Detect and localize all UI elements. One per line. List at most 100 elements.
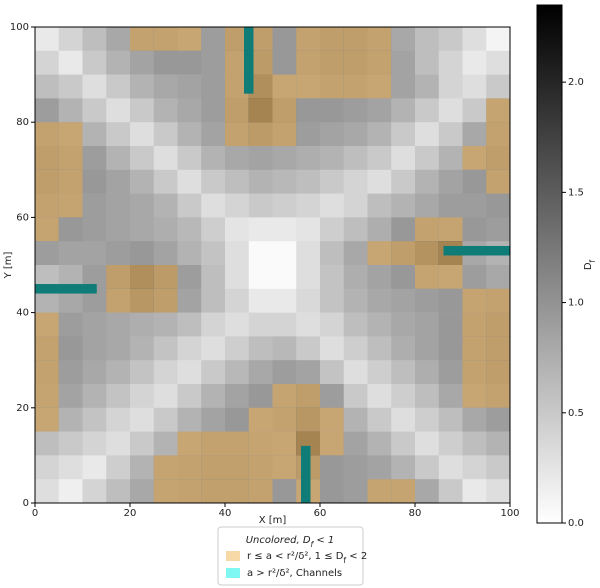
heatmap-cell <box>177 384 202 409</box>
heatmap-cell <box>415 455 440 480</box>
heatmap-cell <box>320 312 345 337</box>
heatmap-cell <box>462 122 487 147</box>
heatmap-cell <box>296 336 321 361</box>
heatmap-cell <box>391 193 416 218</box>
y-tick-label: 40 <box>16 308 29 319</box>
df-overlay-cell <box>415 217 439 242</box>
df-overlay-cell <box>35 336 59 361</box>
heatmap-cell <box>58 431 83 456</box>
heatmap-cell <box>106 74 131 99</box>
heatmap-cell <box>153 193 178 218</box>
df-overlay-cell <box>153 27 178 51</box>
heatmap-cell <box>153 74 178 99</box>
heatmap-cell <box>82 169 107 194</box>
heatmap-cell <box>130 122 155 147</box>
heatmap-cell <box>296 265 321 290</box>
df-overlay-cell <box>486 169 510 194</box>
df-overlay-cell <box>486 360 510 384</box>
heatmap-cell <box>320 288 345 313</box>
heatmap-cell <box>82 50 107 75</box>
heatmap-cell <box>82 479 107 504</box>
heatmap-cell <box>225 217 250 242</box>
heatmap-cell <box>153 431 178 456</box>
heatmap-cell <box>296 360 321 385</box>
heatmap-cell <box>201 98 226 123</box>
heatmap-cell <box>201 146 226 171</box>
heatmap-cell <box>225 336 250 361</box>
heatmap-cell <box>201 50 226 75</box>
heatmap-cell <box>367 360 392 385</box>
heatmap-cell <box>367 122 392 147</box>
heatmap-cell <box>438 74 463 99</box>
heatmap-cell <box>248 360 273 385</box>
heatmap-cell <box>130 479 155 504</box>
heatmap-cell <box>130 455 155 480</box>
heatmap-cell <box>296 122 321 147</box>
df-overlay-cell <box>320 407 344 432</box>
heatmap-cell <box>225 407 250 432</box>
heatmap-cell <box>130 241 155 266</box>
heatmap-cell <box>367 431 392 456</box>
y-axis-label: Y [m] <box>3 251 14 279</box>
heatmap-cell <box>415 360 440 385</box>
heatmap-cell <box>462 455 487 480</box>
label-subscript: f <box>311 540 315 549</box>
heatmap-cell <box>462 217 487 242</box>
heatmap-cell <box>296 98 321 123</box>
heatmap-cell <box>272 217 297 242</box>
df-overlay-cell <box>367 27 392 51</box>
heatmap-cell <box>248 169 273 194</box>
heatmap-cell <box>462 431 487 456</box>
heatmap-cell <box>225 146 250 171</box>
heatmap-cell <box>367 407 392 432</box>
heatmap-cell <box>486 193 511 218</box>
heatmap-cell <box>35 479 60 504</box>
plot-frame <box>34 26 511 504</box>
label-text: a > r²/δ², Channels <box>247 568 342 579</box>
heatmap-cell <box>106 146 131 171</box>
heatmap-cell <box>248 193 273 218</box>
heatmap-cell <box>415 312 440 337</box>
heatmap-cell <box>320 479 345 504</box>
df-overlay-cell <box>415 265 439 289</box>
df-overlay-cell <box>35 122 59 146</box>
heatmap-cell <box>82 217 107 242</box>
heatmap-cell <box>320 384 345 409</box>
heatmap-cell <box>367 384 392 409</box>
heatmap-cell <box>225 241 250 266</box>
heatmap-cell <box>248 265 273 290</box>
heatmap-cell <box>320 146 345 171</box>
heatmap-cell <box>343 479 368 504</box>
heatmap-cell <box>486 407 511 432</box>
heatmap-cell <box>106 407 131 432</box>
heatmap-cell <box>225 265 250 290</box>
heatmap-cell <box>415 407 440 432</box>
heatmap-cell <box>391 217 416 242</box>
heatmap-cell <box>343 336 368 361</box>
heatmap-cell <box>35 50 60 75</box>
heatmap-cell <box>201 27 226 52</box>
heatmap-cell <box>272 336 297 361</box>
heatmap-cell <box>106 98 131 123</box>
df-overlay-cell <box>320 74 344 99</box>
heatmap-cell <box>225 312 250 337</box>
heatmap-cell <box>343 407 368 432</box>
heatmap-cell <box>343 193 368 218</box>
df-overlay-cell <box>153 479 178 503</box>
df-overlay-cell <box>415 241 439 265</box>
heatmap-cell <box>153 98 178 123</box>
df-overlay-cell <box>225 479 249 503</box>
df-overlay-cell <box>130 288 154 313</box>
heatmap-cell <box>58 217 83 242</box>
df-overlay-cell <box>201 431 225 456</box>
heatmap-cell <box>438 384 463 409</box>
heatmap-cell <box>438 98 463 123</box>
heatmap-cell <box>82 122 107 147</box>
df-overlay-cell <box>486 384 510 408</box>
df-overlay-cell <box>296 407 320 432</box>
heatmap-cell <box>391 265 416 290</box>
heatmap-cell <box>82 384 107 409</box>
legend-swatch <box>226 551 240 561</box>
heatmap-cell <box>153 312 178 337</box>
x-tick-label: 60 <box>314 508 327 519</box>
